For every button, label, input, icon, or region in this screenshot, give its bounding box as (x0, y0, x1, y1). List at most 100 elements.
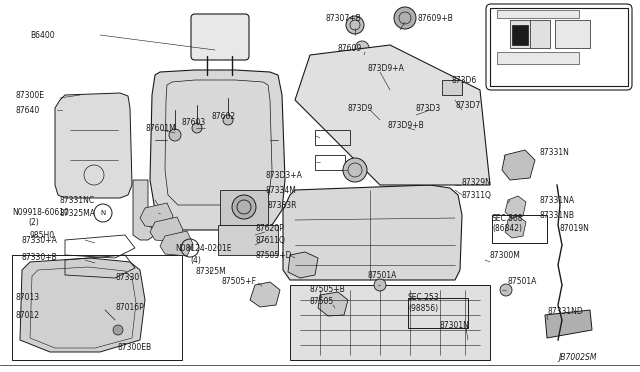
Text: 873D9: 873D9 (348, 103, 373, 112)
Text: B6400: B6400 (30, 31, 54, 39)
Polygon shape (288, 252, 318, 278)
Bar (510, 20, 550, 48)
Text: 87602: 87602 (212, 112, 236, 121)
Ellipse shape (232, 195, 256, 219)
Text: 985H0: 985H0 (30, 231, 55, 240)
Text: 87330+B: 87330+B (22, 253, 58, 263)
Bar (492, 215, 547, 243)
Polygon shape (150, 217, 183, 242)
Polygon shape (250, 282, 280, 307)
Text: 873D3+A: 873D3+A (265, 170, 302, 180)
Bar (408, 298, 468, 328)
Text: 873D9+A: 873D9+A (368, 64, 405, 73)
Text: 87016P: 87016P (115, 304, 144, 312)
Text: 87505+F: 87505+F (222, 278, 257, 286)
Text: 87012: 87012 (15, 311, 39, 320)
Text: 87505+D: 87505+D (255, 250, 291, 260)
Text: 87640: 87640 (15, 106, 39, 115)
FancyBboxPatch shape (191, 14, 249, 60)
Ellipse shape (169, 129, 181, 141)
Polygon shape (150, 70, 285, 230)
Ellipse shape (192, 123, 202, 133)
Text: SEC.253: SEC.253 (408, 294, 440, 302)
Ellipse shape (113, 325, 123, 335)
Text: 87601M: 87601M (145, 124, 176, 132)
Ellipse shape (223, 115, 233, 125)
Text: 87505+B: 87505+B (310, 285, 346, 295)
Polygon shape (133, 180, 155, 240)
Text: N: N (188, 245, 193, 251)
Bar (315, 155, 345, 170)
Text: 87300EB: 87300EB (118, 343, 152, 353)
Polygon shape (545, 310, 592, 338)
Polygon shape (140, 203, 173, 228)
Bar (497, 52, 579, 64)
Ellipse shape (355, 41, 369, 55)
Polygon shape (20, 258, 145, 352)
Text: 87325MA: 87325MA (60, 208, 96, 218)
Text: 87501A: 87501A (368, 270, 397, 279)
Text: 87330+A: 87330+A (22, 235, 58, 244)
Ellipse shape (346, 16, 364, 34)
Ellipse shape (394, 7, 416, 29)
Text: 87329N: 87329N (462, 177, 492, 186)
Text: 87611Q: 87611Q (255, 235, 285, 244)
Polygon shape (55, 93, 132, 198)
Text: 87501A: 87501A (508, 278, 538, 286)
Text: (86842): (86842) (492, 224, 522, 232)
Text: 87331N: 87331N (540, 148, 570, 157)
Bar (220, 190, 268, 225)
Text: N08124-0201E: N08124-0201E (175, 244, 232, 253)
Text: 87325M: 87325M (195, 267, 226, 276)
Bar (512, 25, 528, 45)
Polygon shape (318, 292, 348, 316)
Bar (490, 8, 628, 86)
Text: 87331ND: 87331ND (548, 308, 584, 317)
Bar (497, 10, 579, 18)
Text: 87307+B: 87307+B (325, 13, 361, 22)
Text: (2): (2) (28, 218, 39, 227)
Text: 873D3: 873D3 (415, 103, 440, 112)
Text: 87505: 87505 (310, 298, 334, 307)
Text: 87019N: 87019N (560, 224, 590, 232)
Text: 87331NB: 87331NB (540, 211, 575, 219)
Text: (4): (4) (190, 256, 201, 264)
Text: 87300M: 87300M (490, 250, 521, 260)
Polygon shape (160, 231, 193, 256)
Bar (290, 285, 490, 360)
Bar (442, 80, 462, 95)
Text: 873D7: 873D7 (455, 100, 480, 109)
Bar (315, 130, 350, 145)
Polygon shape (505, 216, 526, 238)
Text: 87311Q: 87311Q (462, 190, 492, 199)
Text: 87603: 87603 (182, 118, 206, 126)
Polygon shape (502, 150, 535, 180)
Polygon shape (505, 196, 526, 218)
Text: 87609+B: 87609+B (418, 13, 454, 22)
Text: 87300E: 87300E (15, 90, 44, 99)
Text: 87383R: 87383R (268, 201, 298, 209)
Bar (555, 20, 590, 48)
Polygon shape (283, 185, 462, 280)
Ellipse shape (374, 279, 386, 291)
Text: 87334M: 87334M (265, 186, 296, 195)
Polygon shape (295, 45, 490, 185)
Text: 87331NC: 87331NC (60, 196, 95, 205)
Bar (12, 255, 182, 360)
Text: 87013: 87013 (15, 294, 39, 302)
Text: 87330: 87330 (115, 273, 140, 282)
Ellipse shape (343, 158, 367, 182)
Text: JB7002SM: JB7002SM (558, 353, 596, 362)
Text: SEC.868: SEC.868 (492, 214, 524, 222)
Text: 87331NA: 87331NA (540, 196, 575, 205)
Text: N: N (100, 210, 106, 216)
Text: (98856): (98856) (408, 304, 438, 312)
Text: 87609: 87609 (338, 44, 362, 52)
Text: N09918-60610: N09918-60610 (12, 208, 69, 217)
Text: 873D9+B: 873D9+B (388, 121, 425, 129)
Text: 873D6: 873D6 (452, 76, 477, 84)
Text: 87301N: 87301N (440, 321, 470, 330)
Ellipse shape (500, 284, 512, 296)
Text: 87620P: 87620P (255, 224, 284, 232)
Bar (218, 225, 278, 255)
